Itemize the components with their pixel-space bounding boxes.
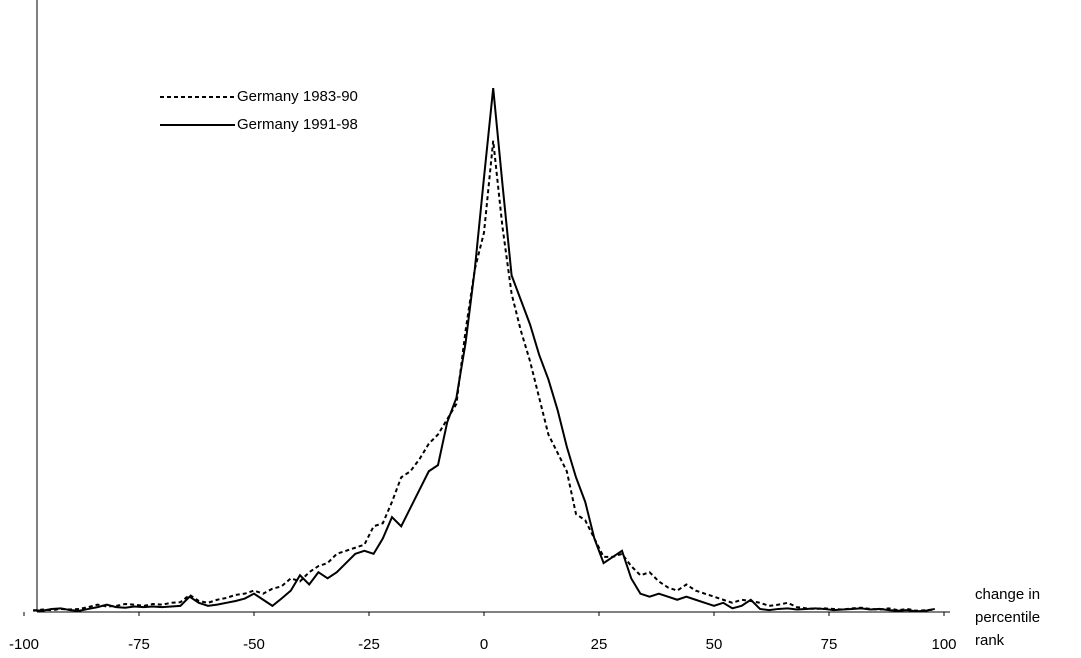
x-tick-label: -100	[9, 636, 39, 653]
x-tick-label: 100	[931, 636, 956, 653]
x-tick-label: 0	[480, 636, 488, 653]
x-axis-label: change in	[975, 586, 1040, 603]
legend-label: Germany 1991-98	[237, 116, 358, 133]
x-tick-label: -50	[243, 636, 265, 653]
legend-label: Germany 1983-90	[237, 88, 358, 105]
x-tick-label: -75	[128, 636, 150, 653]
x-axis-label: rank	[975, 632, 1005, 649]
series-line	[33, 140, 935, 612]
x-tick-label: -25	[358, 636, 380, 653]
series-line	[33, 88, 935, 613]
x-tick-label: 25	[591, 636, 608, 653]
x-tick-label: 75	[821, 636, 838, 653]
x-tick-label: 50	[706, 636, 723, 653]
x-axis-label: percentile	[975, 609, 1040, 626]
